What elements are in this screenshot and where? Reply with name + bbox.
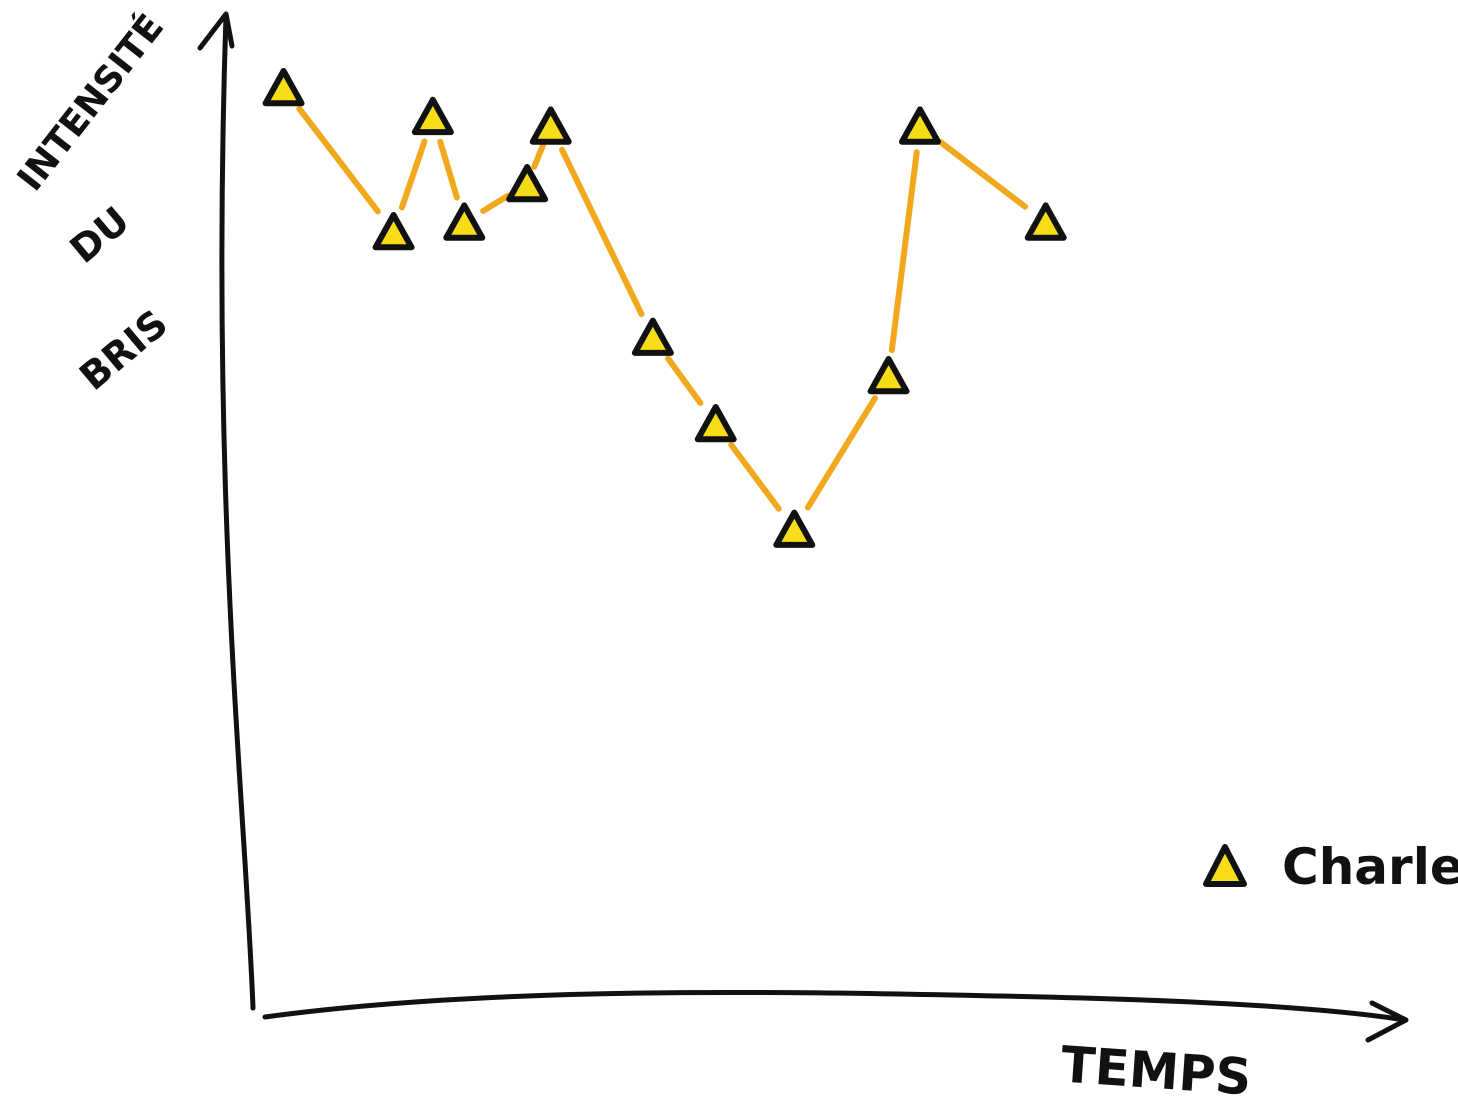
data-point-marker <box>867 356 910 395</box>
data-point-marker <box>506 164 549 203</box>
series-lines <box>296 105 1029 512</box>
data-point-marker <box>899 106 941 145</box>
y-axis <box>219 12 256 1011</box>
series-line-segment <box>398 138 428 211</box>
legend-label: Charles <box>1282 838 1458 896</box>
x-axis-arrowhead <box>1365 1000 1409 1043</box>
data-point-marker <box>694 404 737 443</box>
series-line-segment <box>804 395 878 511</box>
data-point-marker <box>411 96 454 136</box>
series-line-segment <box>480 192 512 214</box>
series-line-segment <box>296 105 381 215</box>
data-point-marker <box>773 509 816 548</box>
series-line-segment <box>888 149 920 354</box>
legend: Charles <box>1203 838 1458 896</box>
data-point-marker <box>372 212 415 251</box>
y-axis-label-line-3: BRIS <box>71 301 176 399</box>
data-point-marker <box>1024 202 1067 241</box>
y-axis-label-line-2: DU <box>62 198 138 272</box>
series-line-segment <box>937 139 1029 210</box>
series-line-segment <box>665 355 704 406</box>
data-point-marker <box>443 202 486 241</box>
x-axis <box>262 989 1408 1023</box>
y-axis-arrowhead <box>197 11 235 51</box>
legend-marker-triangle <box>1203 844 1247 887</box>
x-axis-label: TEMPS <box>1059 1035 1253 1096</box>
data-point-marker <box>529 106 572 145</box>
series-line-segment <box>559 146 645 318</box>
series-markers <box>262 68 1067 548</box>
y-axis-label-line-1: INTENSITÉ <box>9 6 172 198</box>
series-line-segment <box>531 140 547 170</box>
data-point-marker <box>631 317 674 356</box>
series-line-segment <box>437 138 460 201</box>
series-line-segment <box>728 441 782 512</box>
data-point-marker <box>262 68 305 107</box>
